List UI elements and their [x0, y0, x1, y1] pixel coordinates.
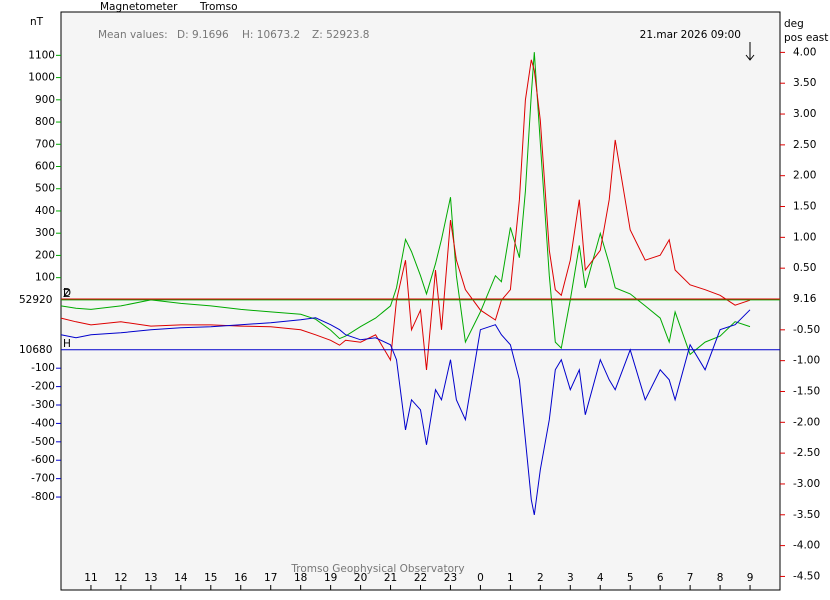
x-tick-label: 8 — [717, 572, 724, 584]
timestamp: 21.mar 2026 09:00 — [640, 29, 741, 41]
mean-value: H: 10673.2 — [242, 29, 300, 41]
mean-value: Z: 52923.8 — [312, 29, 370, 41]
x-tick-label: 9 — [747, 572, 754, 584]
y2-tick-label: 4.00 — [793, 46, 816, 58]
y2-tick-label: 1.00 — [793, 231, 816, 243]
x-tick-label: 12 — [114, 572, 127, 584]
y-tick-label: -200 — [31, 381, 55, 393]
x-tick-label: 13 — [144, 572, 157, 584]
chart-title: Magnetometer — [100, 1, 178, 13]
x-tick-label: 0 — [477, 572, 484, 584]
x-tick-label: 7 — [687, 572, 694, 584]
x-tick-label: 17 — [264, 572, 277, 584]
y2-tick-label: -1.00 — [793, 355, 820, 367]
y2-tick-label: -1.50 — [793, 385, 820, 397]
baseline-label: 52920 — [19, 294, 52, 306]
y2-tick-label: 3.50 — [793, 77, 816, 89]
y-tick-label: 500 — [35, 183, 55, 195]
y2-tick-label: -4.50 — [793, 570, 820, 582]
station: Tromso — [199, 1, 238, 13]
y2-tick-label: 3.00 — [793, 108, 816, 120]
y2-tick-label: -3.00 — [793, 478, 820, 490]
time-arrow-head — [745, 54, 755, 61]
y2-tick-label: 2.50 — [793, 139, 816, 151]
x-tick-label: 22 — [414, 572, 427, 584]
y-tick-label: -500 — [31, 436, 55, 448]
y-tick-label: 900 — [35, 94, 55, 106]
y-tick-label: -100 — [31, 362, 55, 374]
mean-label: Mean values: — [98, 29, 168, 41]
y2-tick-label: -3.50 — [793, 509, 820, 521]
baseline-label: 10680 — [19, 344, 52, 356]
series-line — [60, 59, 751, 370]
x-tick-label: 21 — [384, 572, 397, 584]
y2-tick-label: 2.00 — [793, 170, 816, 182]
mean-value: D: 9.1696 — [177, 29, 229, 41]
series-name: Z — [63, 288, 70, 300]
y-tick-label: 400 — [35, 205, 55, 217]
x-tick-label: 23 — [444, 572, 457, 584]
x-tick-label: 1 — [507, 572, 514, 584]
y-tick-label: 100 — [35, 272, 55, 284]
series-name: H — [63, 338, 71, 350]
y-tick-label: 600 — [35, 161, 55, 173]
y-tick-label: -700 — [31, 473, 55, 485]
y-tick-label: 700 — [35, 138, 55, 150]
y-tick-label: 800 — [35, 116, 55, 128]
x-tick-label: 2 — [537, 572, 544, 584]
x-tick-label: 15 — [204, 572, 217, 584]
y-tick-label: -400 — [31, 417, 55, 429]
y-tick-label: -300 — [31, 399, 55, 411]
y2-tick-label: 1.50 — [793, 201, 816, 213]
y-tick-label: 1100 — [28, 49, 55, 61]
x-tick-label: 11 — [84, 572, 97, 584]
x-tick-label: 16 — [234, 572, 248, 584]
x-tick-label: 14 — [174, 572, 188, 584]
y2-label: pos east — [784, 32, 828, 44]
x-tick-label: 20 — [354, 572, 367, 584]
y2-tick-label: -4.00 — [793, 540, 820, 552]
y2-tick-label: 0.50 — [793, 262, 816, 274]
series-line — [60, 52, 751, 356]
series-name: D — [63, 287, 71, 299]
x-tick-label: 3 — [567, 572, 574, 584]
x-tick-label: 19 — [324, 572, 337, 584]
x-tick-label: 6 — [657, 572, 664, 584]
x-tick-label: 4 — [597, 572, 604, 584]
y-tick-label: 1000 — [28, 72, 55, 84]
x-tick-label: 5 — [627, 572, 634, 584]
y-tick-label: 300 — [35, 227, 55, 239]
x-tick-label: 18 — [294, 572, 307, 584]
footer: Tromso Geophysical Observatory — [290, 563, 464, 575]
y2-label: deg — [784, 18, 804, 30]
y-tick-label: 200 — [35, 249, 55, 261]
plot-area — [60, 11, 781, 591]
y2-tick-label: -2.50 — [793, 447, 820, 459]
y-label: nT — [30, 16, 44, 28]
baseline-label: 9.16 — [793, 293, 817, 305]
y2-tick-label: -2.00 — [793, 416, 820, 428]
y-tick-label: -600 — [31, 454, 55, 466]
y-tick-label: -800 — [31, 491, 55, 503]
y2-tick-label: -0.50 — [793, 324, 820, 336]
